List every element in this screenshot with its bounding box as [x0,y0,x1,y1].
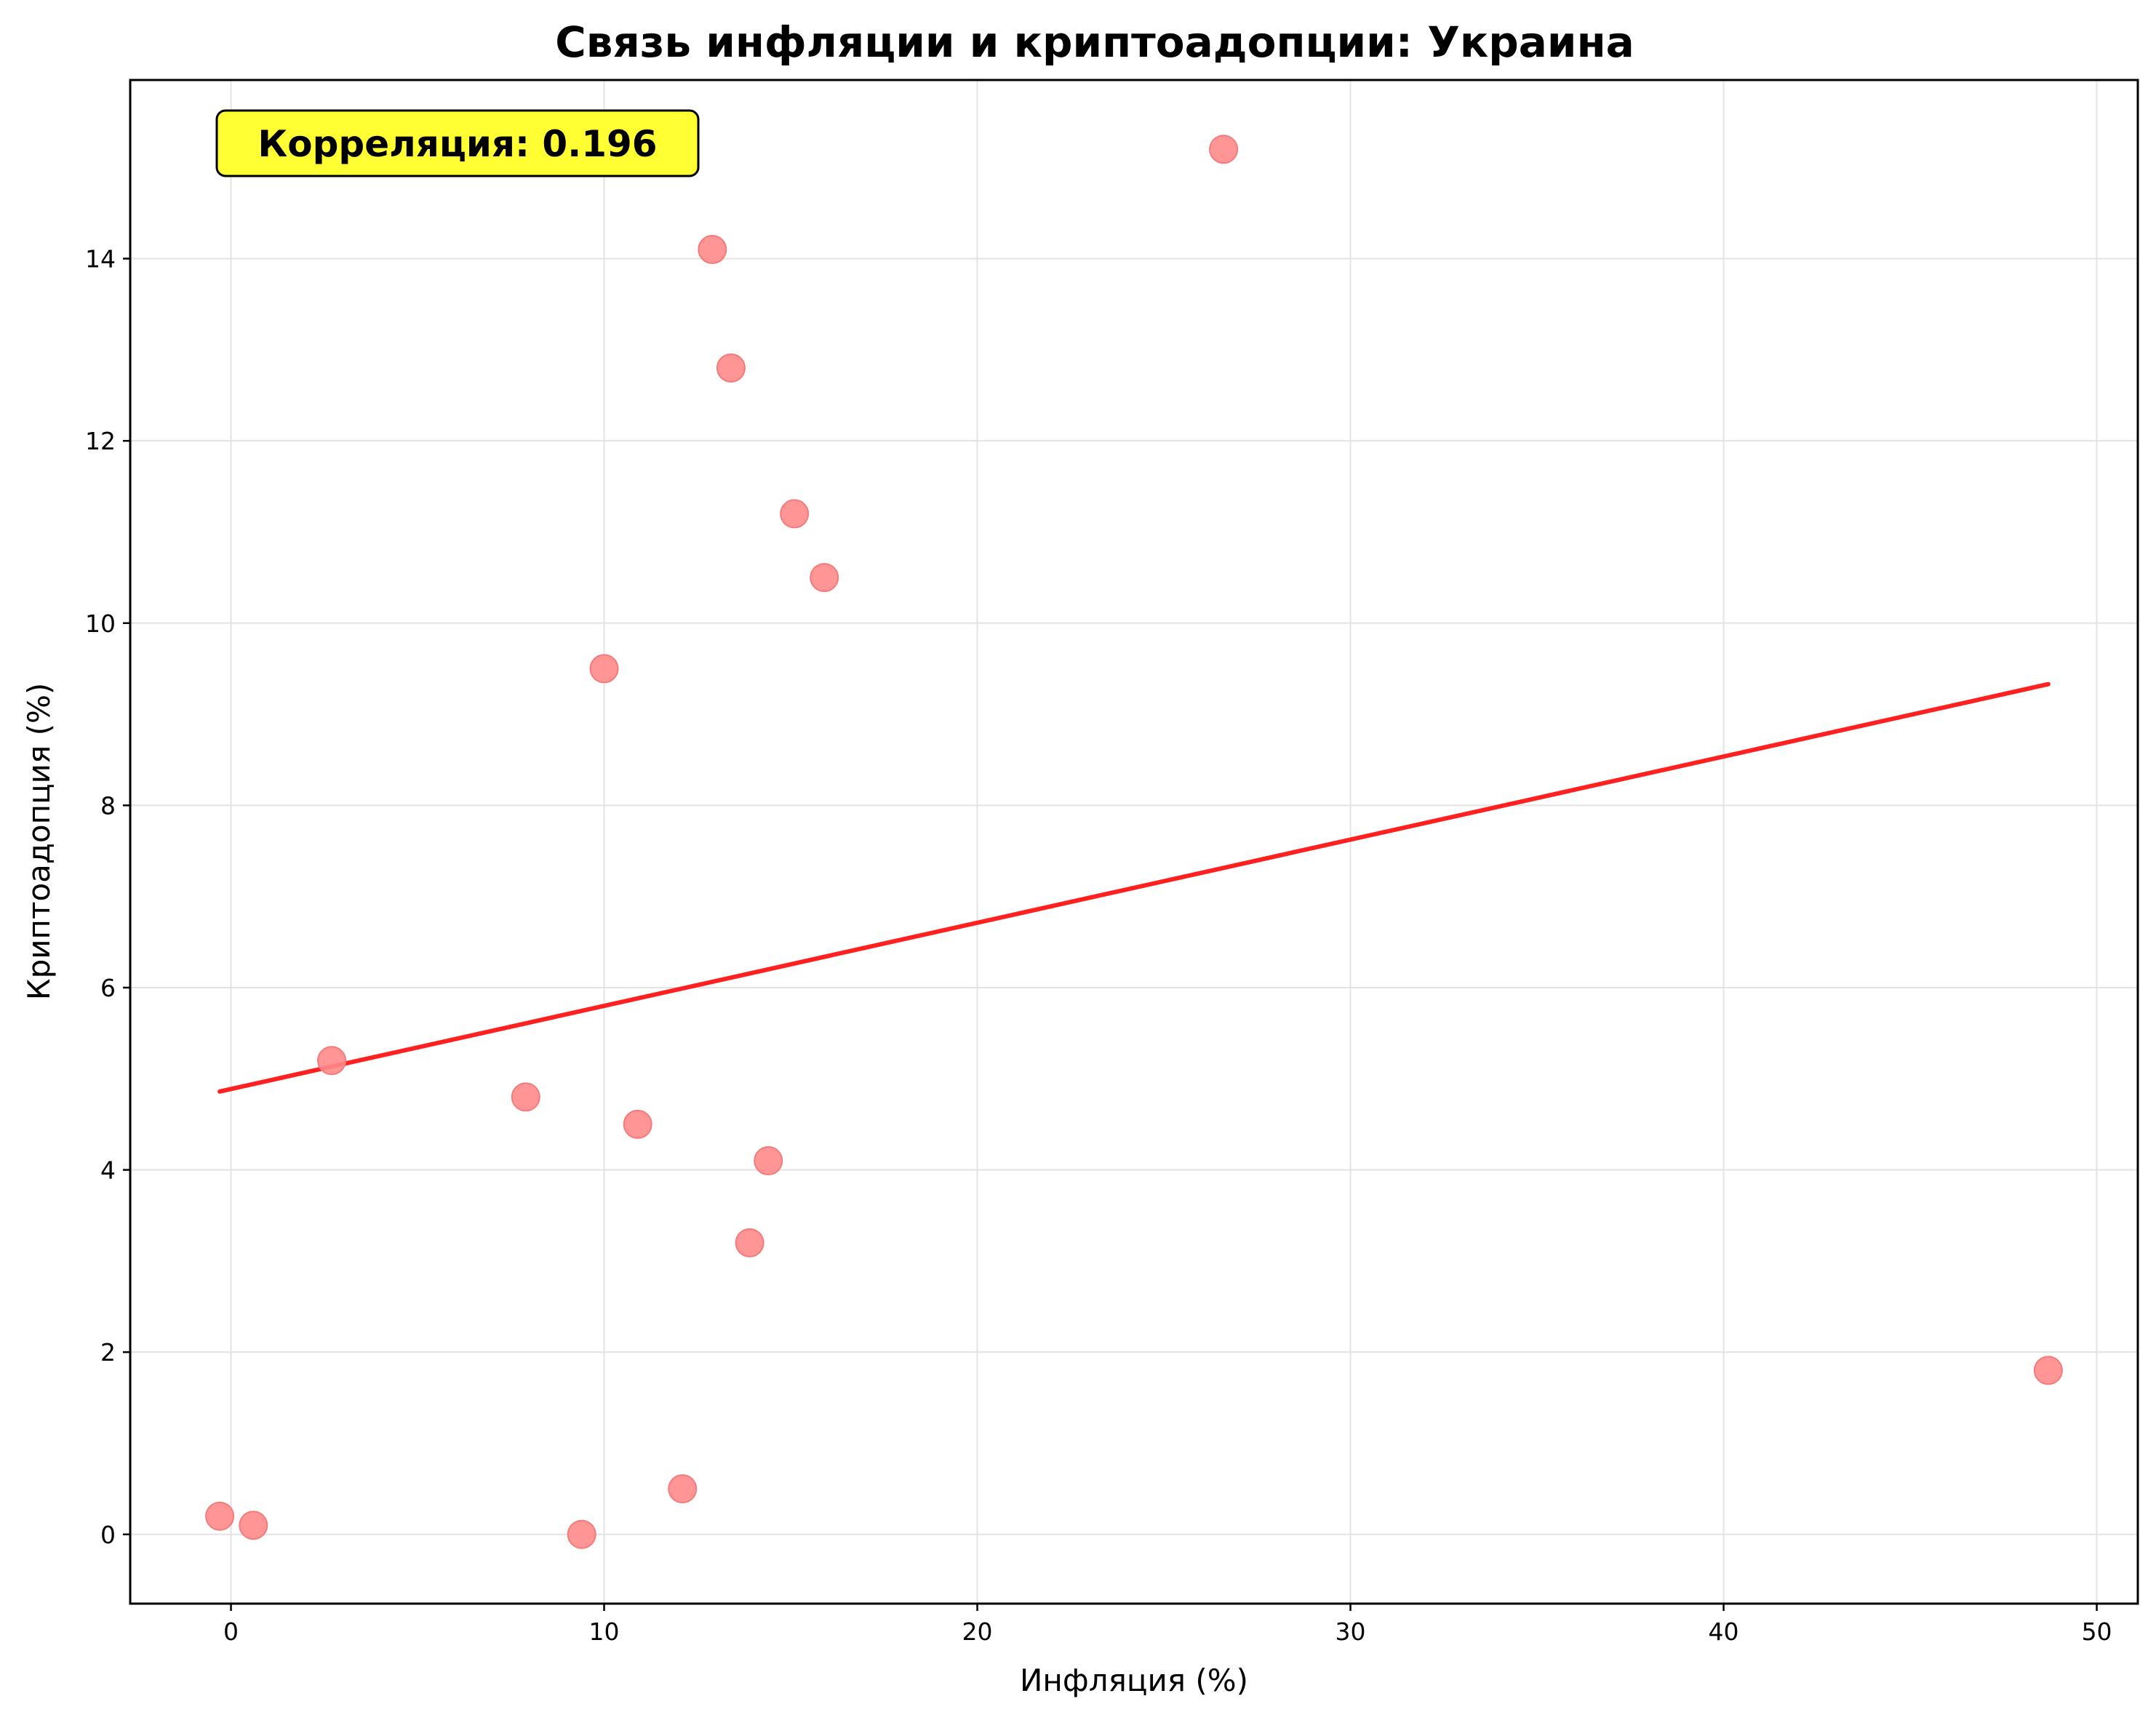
data-points [205,135,2063,1549]
y-tick-label: 12 [85,427,116,455]
y-tick-label: 0 [100,1521,116,1549]
annotation-text: Корреляция: 0.196 [257,123,657,165]
data-point [780,499,810,529]
y-tick-label: 4 [100,1156,116,1185]
data-point [735,1228,764,1257]
data-point [698,235,727,265]
data-point [205,1501,235,1531]
x-axis-ticks: 0 10 20 30 40 50 [223,1604,2112,1646]
x-tick-label: 30 [1335,1617,1366,1646]
y-tick-label: 6 [100,974,116,1002]
data-point [1209,135,1239,164]
plot-frame [129,79,2139,1605]
data-point [623,1109,652,1139]
data-point [2033,1356,2063,1385]
x-tick-label: 0 [223,1617,239,1646]
data-point [589,654,619,684]
data-point [317,1046,347,1076]
y-tick-label: 10 [85,609,116,638]
y-tick-label: 2 [100,1338,116,1367]
data-point [716,353,746,383]
data-point [239,1511,268,1540]
y-tick-label: 8 [100,791,116,820]
trend-line [217,681,2051,1094]
data-point [511,1082,540,1112]
x-tick-label: 40 [1709,1617,1739,1646]
y-axis-ticks: 0 2 4 6 8 10 12 14 [85,245,130,1549]
x-tick-label: 20 [962,1617,993,1646]
grid-lines [130,80,2138,1604]
y-tick-label: 14 [85,245,116,273]
x-axis-label: Инфляция (%) [1020,1663,1248,1698]
correlation-annotation: Корреляция: 0.196 [215,109,700,177]
trend-line-layer [217,681,2051,1094]
chart-title: Связь инфляции и криптоадопции: Украина [555,17,1634,67]
data-point [810,563,839,593]
data-point [668,1474,698,1504]
x-tick-label: 10 [589,1617,620,1646]
data-point [567,1519,596,1549]
y-axis-label: Криптоадопция (%) [21,683,57,1001]
annotation-box [215,109,700,177]
x-tick-label: 50 [2082,1617,2112,1646]
data-point [754,1146,783,1176]
